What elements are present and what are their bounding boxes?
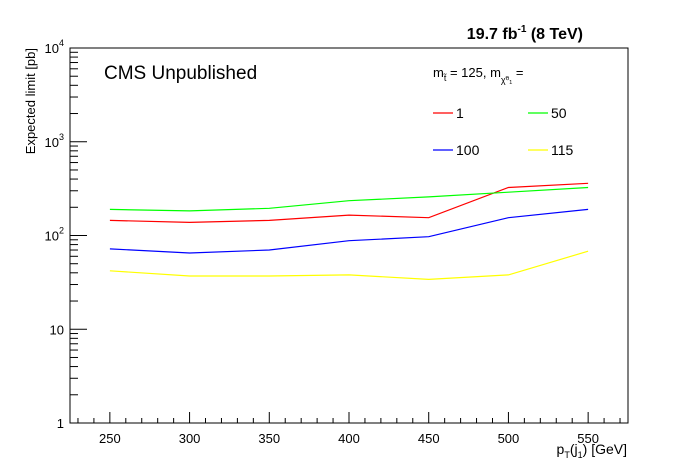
legend-label-1: 1 xyxy=(456,105,464,121)
luminosity-label: 19.7 fb-1 (8 TeV) xyxy=(467,24,583,43)
x-axis-label: pT(j1) [GeV] xyxy=(557,441,627,460)
x-tick-label: 300 xyxy=(179,431,201,446)
series-line-50 xyxy=(109,186,589,212)
series-line-115 xyxy=(109,250,589,281)
x-tick-label: 500 xyxy=(498,431,520,446)
chart-title: CMS Unpublished xyxy=(104,63,257,84)
y-tick-label: 103 xyxy=(45,132,64,150)
plot-frame xyxy=(69,47,629,424)
legend-label-115: 115 xyxy=(551,142,574,158)
series-lines xyxy=(109,182,589,281)
series-line-100 xyxy=(109,208,589,254)
y-tick-label: 104 xyxy=(45,38,64,56)
x-tick-label: 350 xyxy=(258,431,280,446)
legend: 1 50 100 115 xyxy=(433,105,574,158)
x-tick-label: 250 xyxy=(99,431,121,446)
x-tick-label: 450 xyxy=(418,431,440,446)
y-tick-label: 1 xyxy=(57,416,64,431)
axes-ticks: 250 300 350 400 450 500 550 1 10 102 103 104 xyxy=(45,38,621,446)
series-line-1 xyxy=(109,182,589,224)
x-tick-label: 400 xyxy=(338,431,360,446)
x-tick-label: 550 xyxy=(577,431,599,446)
y-axis-label: Expected limit [pb] xyxy=(23,48,38,154)
y-tick-label: 102 xyxy=(45,226,64,244)
legend-label-50: 50 xyxy=(551,105,567,121)
y-tick-label: 10 xyxy=(50,322,64,337)
legend-label-100: 100 xyxy=(456,142,480,158)
legend-header: mt̃ = 125, mχ̃⁰₁ = xyxy=(433,65,524,85)
